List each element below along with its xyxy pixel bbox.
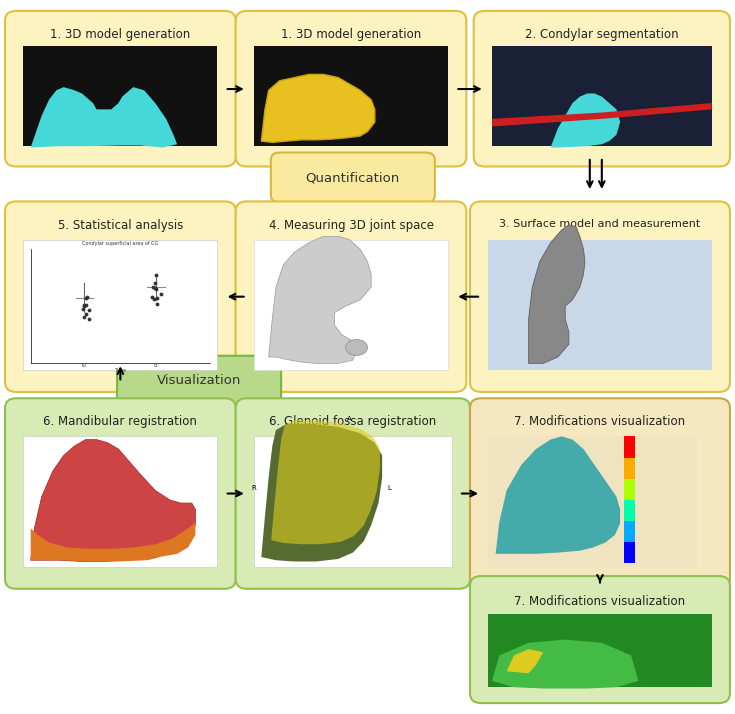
Polygon shape — [262, 74, 375, 142]
FancyBboxPatch shape — [5, 398, 236, 589]
Point — [78, 311, 90, 323]
Bar — [488, 239, 711, 370]
Bar — [624, 542, 635, 563]
Text: A: A — [347, 416, 351, 421]
Text: Quantification: Quantification — [306, 171, 400, 184]
Point — [81, 293, 93, 304]
Text: 1. 3D model generation: 1. 3D model generation — [50, 28, 190, 41]
Bar — [254, 436, 452, 566]
Point — [147, 282, 159, 293]
Polygon shape — [551, 94, 620, 148]
Bar — [254, 46, 448, 146]
FancyBboxPatch shape — [270, 153, 435, 203]
Text: Time: Time — [115, 368, 126, 373]
Bar — [24, 46, 218, 146]
Text: 1. 3D model generation: 1. 3D model generation — [281, 28, 421, 41]
Point — [151, 283, 162, 295]
Polygon shape — [492, 103, 711, 126]
FancyBboxPatch shape — [470, 398, 730, 589]
FancyBboxPatch shape — [473, 11, 730, 166]
Point — [154, 288, 166, 299]
Point — [80, 299, 92, 311]
Point — [83, 304, 95, 316]
Point — [149, 282, 161, 293]
Polygon shape — [528, 225, 585, 363]
FancyBboxPatch shape — [470, 201, 730, 392]
FancyBboxPatch shape — [470, 576, 730, 703]
Point — [78, 300, 90, 311]
Polygon shape — [492, 640, 639, 688]
Text: 4. Measuring 3D joint space: 4. Measuring 3D joint space — [268, 218, 434, 231]
Text: 7. Modifications visualization: 7. Modifications visualization — [514, 595, 686, 608]
FancyBboxPatch shape — [5, 201, 236, 392]
Text: t0: t0 — [82, 363, 87, 368]
Bar — [24, 239, 218, 370]
Text: 6. Mandibular registration: 6. Mandibular registration — [43, 416, 197, 428]
Polygon shape — [31, 440, 196, 561]
Point — [148, 293, 160, 305]
Point — [78, 299, 90, 311]
Text: 7. Modifications visualization: 7. Modifications visualization — [514, 416, 686, 428]
FancyBboxPatch shape — [117, 356, 281, 406]
Polygon shape — [271, 420, 380, 544]
Polygon shape — [31, 87, 177, 148]
Point — [83, 313, 95, 324]
Text: 6. Glenoid fossa registration: 6. Glenoid fossa registration — [269, 416, 437, 428]
Text: 5. Statistical analysis: 5. Statistical analysis — [57, 218, 183, 231]
Polygon shape — [506, 649, 543, 673]
Point — [148, 277, 160, 288]
Bar — [624, 500, 635, 521]
Polygon shape — [262, 423, 382, 561]
Bar — [624, 436, 635, 458]
Text: Condylar superficial area of CG: Condylar superficial area of CG — [82, 241, 159, 246]
FancyBboxPatch shape — [236, 398, 470, 589]
Bar — [488, 614, 711, 687]
Point — [77, 303, 89, 315]
FancyBboxPatch shape — [5, 11, 236, 166]
Bar — [624, 521, 635, 542]
Polygon shape — [31, 522, 196, 561]
Bar — [488, 436, 697, 566]
Text: L: L — [387, 486, 392, 491]
Point — [80, 308, 92, 320]
Point — [150, 269, 162, 281]
Ellipse shape — [345, 340, 368, 356]
Text: Visualization: Visualization — [157, 374, 241, 387]
Point — [146, 291, 158, 303]
Point — [151, 293, 162, 304]
Point — [81, 292, 93, 303]
Bar — [24, 436, 218, 566]
Text: R: R — [251, 486, 257, 491]
FancyBboxPatch shape — [236, 201, 466, 392]
Text: 3. Surface model and measurement: 3. Surface model and measurement — [499, 218, 700, 228]
FancyBboxPatch shape — [236, 11, 466, 166]
Polygon shape — [269, 236, 371, 363]
Bar — [624, 478, 635, 500]
Polygon shape — [495, 436, 620, 554]
Text: 2. Condylar segmentation: 2. Condylar segmentation — [525, 28, 678, 41]
Text: t1: t1 — [154, 363, 159, 368]
Bar — [492, 46, 711, 146]
Bar — [254, 239, 448, 370]
Bar — [624, 458, 635, 478]
Point — [151, 298, 163, 310]
